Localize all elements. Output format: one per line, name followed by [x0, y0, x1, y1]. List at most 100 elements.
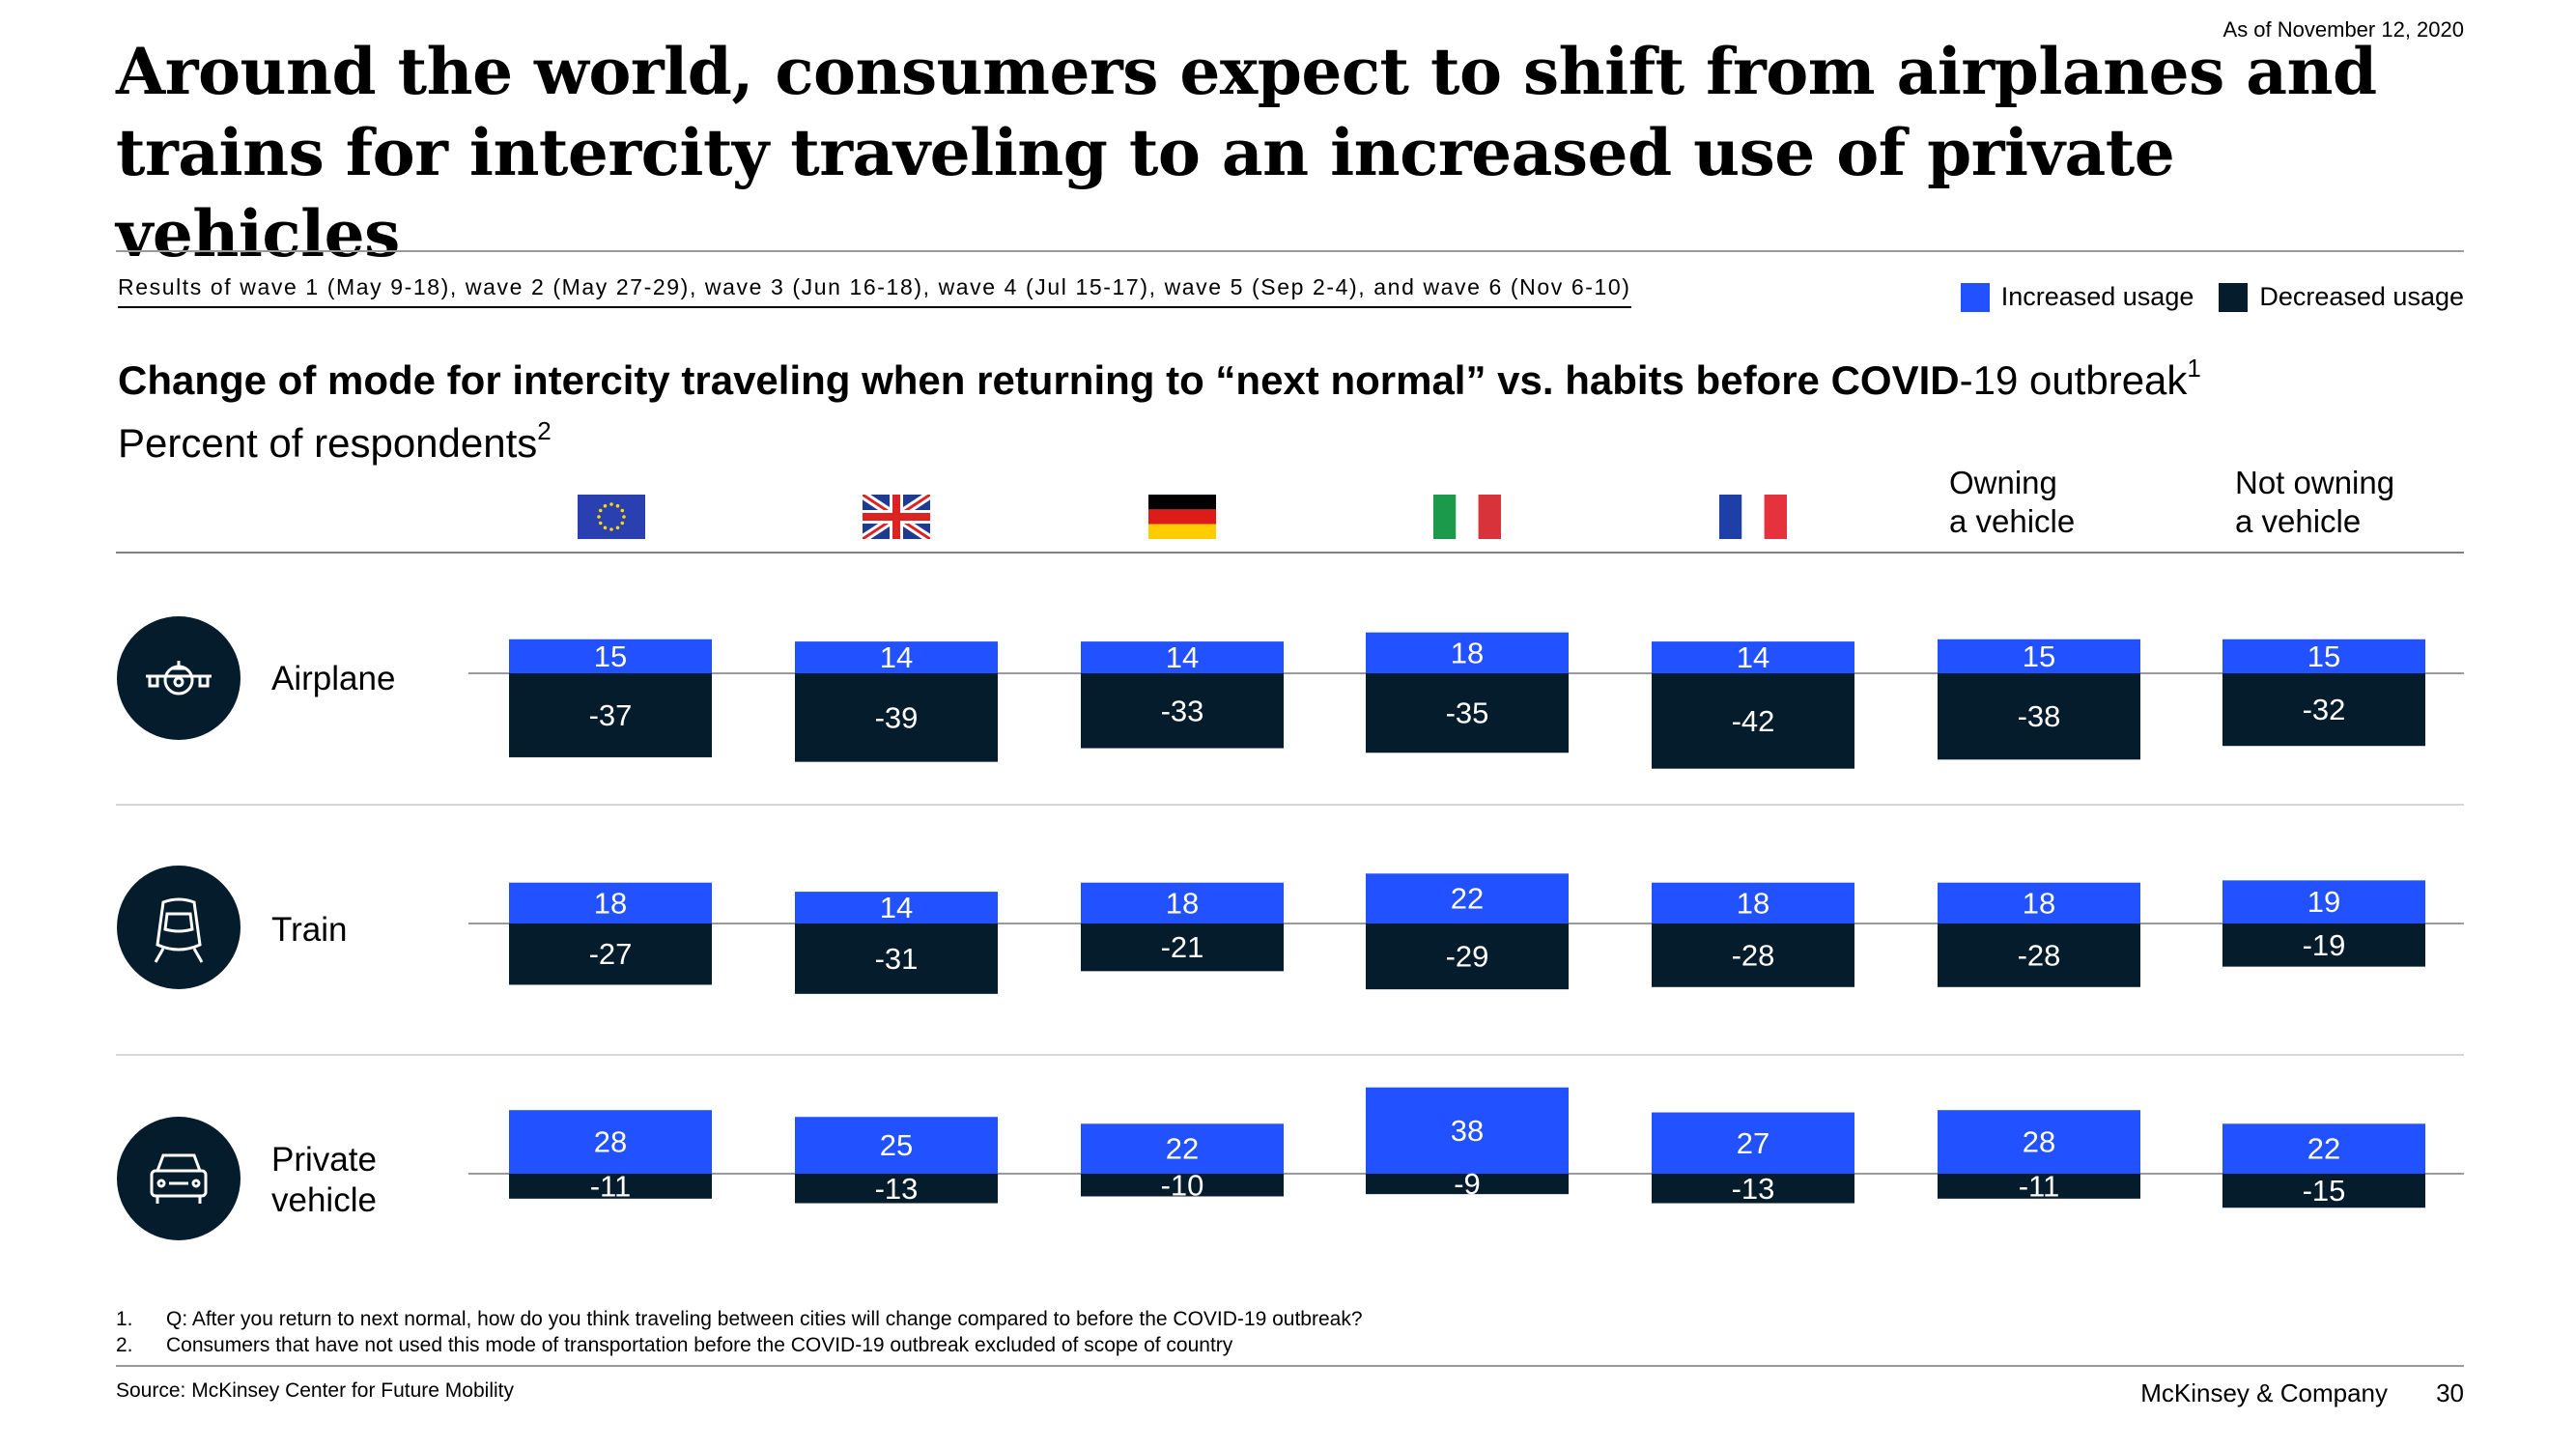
col-not-owning-line2: a vehicle — [2235, 503, 2362, 539]
car-icon — [117, 1117, 241, 1240]
footnote-1-number: 1. — [116, 1308, 133, 1330]
france-flag-icon — [1719, 495, 1787, 539]
bar-increased-airplane-france — [1652, 641, 1854, 673]
bar-increased-train-not-owning-a-vehicle — [2222, 880, 2425, 923]
footnote-2: 2. Consumers that have not used this mode… — [116, 1332, 1363, 1358]
label-increased-train-eu: 18 — [594, 886, 627, 920]
label-decreased-airplane-eu: -37 — [589, 698, 633, 732]
label-decreased-train-germany: -21 — [1161, 930, 1204, 964]
row-label-vehicle: vehicle — [271, 1181, 377, 1219]
bar-decreased-private-vehicle-uk — [795, 1174, 998, 1204]
col-not-owning-line1: Not owning — [2235, 465, 2395, 500]
label-increased-train-france: 18 — [1737, 886, 1769, 920]
bar-decreased-airplane-france — [1652, 673, 1854, 769]
airplane-icon — [117, 616, 241, 740]
legend-increased-label: Increased usage — [2000, 282, 2194, 311]
label-decreased-train-uk: -31 — [875, 942, 919, 976]
label-decreased-private-vehicle-uk: -13 — [875, 1172, 919, 1206]
bar-increased-train-france — [1652, 882, 1854, 923]
col-owning-vehicle: Owning a vehicle — [1949, 464, 2075, 541]
row-divider-2 — [116, 1054, 2464, 1056]
row-divider-1 — [116, 804, 2464, 806]
label-decreased-train-italy: -29 — [1446, 940, 1489, 974]
bar-increased-airplane-italy — [1366, 632, 1569, 673]
label-decreased-train-owning-a-vehicle: -28 — [2018, 938, 2061, 972]
label-decreased-private-vehicle-owning-a-vehicle: -11 — [2019, 1169, 2060, 1203]
label-decreased-private-vehicle-not-owning-a-vehicle: -15 — [2303, 1174, 2346, 1208]
label-increased-train-not-owning-a-vehicle: 19 — [2307, 885, 2340, 919]
label-decreased-airplane-uk: -39 — [875, 700, 919, 734]
label-increased-train-owning-a-vehicle: 18 — [2023, 886, 2055, 920]
bar-increased-private-vehicle-not-owning-a-vehicle — [2222, 1123, 2425, 1174]
label-increased-airplane-owning-a-vehicle: 15 — [2023, 639, 2055, 673]
label-increased-private-vehicle-germany: 22 — [1166, 1132, 1199, 1166]
label-decreased-train-france: -28 — [1732, 938, 1775, 972]
bar-decreased-private-vehicle-germany — [1081, 1174, 1284, 1197]
label-increased-private-vehicle-owning-a-vehicle: 28 — [2023, 1125, 2055, 1159]
unit-label: Percent of respondents — [118, 420, 538, 466]
label-increased-airplane-germany: 14 — [1166, 640, 1199, 674]
label-increased-private-vehicle-uk: 25 — [880, 1128, 913, 1162]
bar-decreased-train-uk — [795, 923, 998, 994]
label-increased-private-vehicle-eu: 28 — [594, 1125, 627, 1159]
bar-increased-private-vehicle-italy — [1366, 1087, 1569, 1174]
bar-decreased-private-vehicle-france — [1652, 1174, 1854, 1204]
label-increased-airplane-uk: 14 — [880, 640, 913, 674]
bar-increased-airplane-germany — [1081, 641, 1284, 673]
increased-swatch — [1960, 282, 1990, 312]
bar-increased-train-italy — [1366, 873, 1569, 923]
bottom-divider — [116, 1365, 2464, 1367]
bar-decreased-airplane-germany — [1081, 673, 1284, 749]
bar-decreased-train-france — [1652, 923, 1854, 987]
top-divider — [116, 250, 2464, 252]
chart-heading: Change of mode for intercity traveling w… — [118, 343, 2201, 469]
bar-decreased-airplane-italy — [1366, 673, 1569, 753]
italy-flag-icon — [1433, 495, 1501, 539]
footnote-1-text: Q: After you return to next normal, how … — [166, 1308, 1363, 1330]
bar-decreased-private-vehicle-owning-a-vehicle — [1938, 1174, 2140, 1199]
decreased-swatch — [2219, 282, 2249, 312]
germany-flag-icon — [1148, 495, 1216, 539]
label-increased-private-vehicle-france: 27 — [1737, 1126, 1769, 1160]
train-icon — [117, 866, 241, 989]
bar-increased-airplane-owning-a-vehicle — [1938, 639, 2140, 673]
bar-increased-private-vehicle-france — [1652, 1112, 1854, 1174]
label-decreased-private-vehicle-eu: -11 — [590, 1169, 632, 1203]
label-increased-airplane-italy: 18 — [1451, 636, 1484, 669]
legend: Increased usage Decreased usage — [1960, 282, 2464, 312]
label-decreased-train-eu: -27 — [589, 937, 633, 971]
bar-decreased-airplane-uk — [795, 673, 998, 762]
label-decreased-airplane-owning-a-vehicle: -38 — [2018, 699, 2061, 733]
as-of-date: As of November 12, 2020 — [2222, 17, 2464, 42]
heading-bold: Change of mode for intercity traveling w… — [118, 357, 1960, 403]
bar-chart: 15 -37 14 -39 14 -33 18 -35 14 -42 15 -38 15 -32 18 -27… — [509, 632, 2425, 1208]
col-owning-line2: a vehicle — [1949, 503, 2076, 539]
label-decreased-private-vehicle-france: -13 — [1732, 1172, 1775, 1206]
heading-footnote-ref: 1 — [2187, 354, 2201, 383]
label-decreased-train-not-owning-a-vehicle: -19 — [2303, 928, 2346, 962]
footnotes: 1. Q: After you return to next normal, ho… — [116, 1306, 1363, 1358]
bar-increased-train-germany — [1081, 882, 1284, 923]
bar-decreased-private-vehicle-italy — [1366, 1174, 1569, 1195]
eu-flag-icon — [578, 495, 645, 539]
label-decreased-private-vehicle-italy: -9 — [1454, 1167, 1481, 1201]
label-increased-airplane-not-owning-a-vehicle: 15 — [2307, 639, 2340, 673]
header-divider — [116, 552, 2464, 554]
footnote-1: 1. Q: After you return to next normal, ho… — [116, 1306, 1363, 1332]
bar-increased-airplane-not-owning-a-vehicle — [2222, 639, 2425, 673]
bar-decreased-private-vehicle-eu — [509, 1174, 712, 1199]
label-increased-train-italy: 22 — [1451, 882, 1484, 916]
bar-decreased-private-vehicle-not-owning-a-vehicle — [2222, 1174, 2425, 1208]
row-label-private-vehicle: Private vehicle — [271, 1140, 377, 1221]
uk-flag-icon — [863, 495, 930, 539]
bar-decreased-airplane-owning-a-vehicle — [1938, 673, 2140, 760]
label-decreased-private-vehicle-germany: -10 — [1161, 1168, 1204, 1202]
label-decreased-airplane-france: -42 — [1732, 704, 1775, 738]
bar-decreased-train-italy — [1366, 923, 1569, 990]
bar-increased-private-vehicle-eu — [509, 1110, 712, 1174]
row-label-private: Private — [271, 1141, 377, 1179]
legend-decreased-label: Decreased usage — [2259, 282, 2464, 311]
bar-increased-airplane-eu — [509, 639, 712, 673]
row-label-airplane: Airplane — [271, 660, 396, 697]
label-decreased-airplane-not-owning-a-vehicle: -32 — [2303, 693, 2346, 726]
